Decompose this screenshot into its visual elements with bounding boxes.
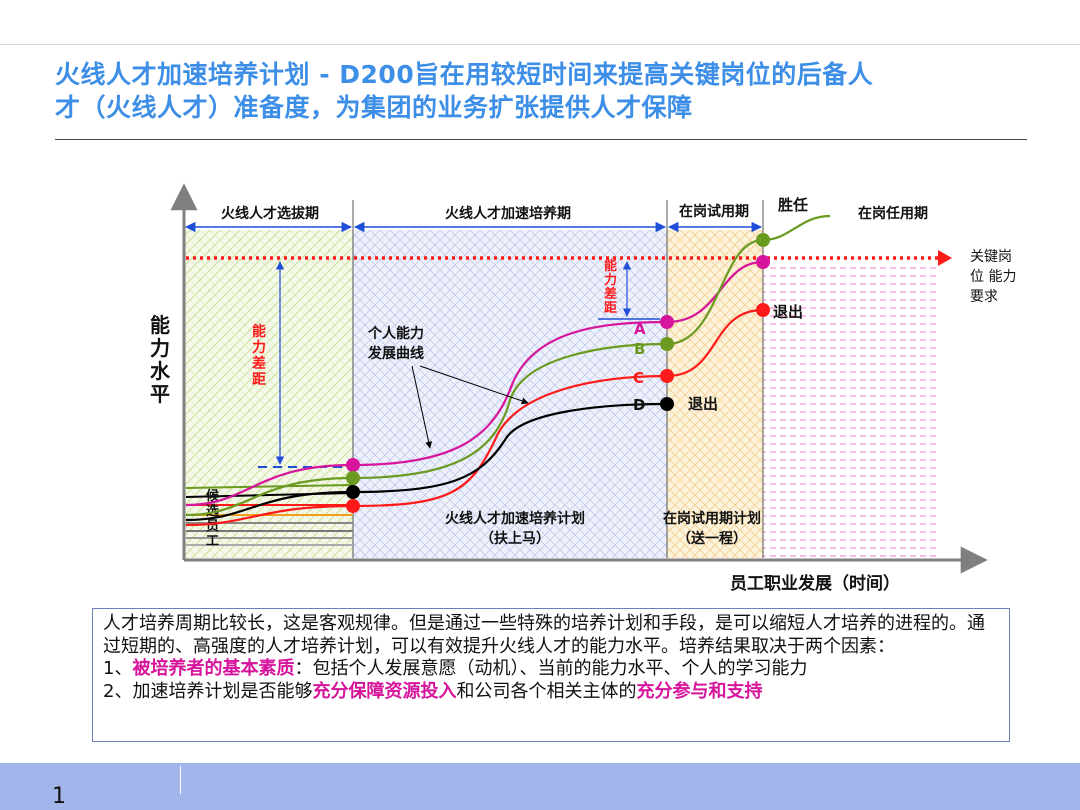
curve-d-trial-dot [660,397,674,411]
curve-a-trial-dot [660,315,674,329]
phase-label-trial: 在岗试用期 [679,203,749,220]
curve-pointer [419,365,529,405]
curve-b-competent-dot [756,233,770,247]
requirement-arrowhead [938,250,952,266]
phase-label-selection: 火线人才选拔期 [221,205,319,222]
curve-c-trial-dot [660,369,674,383]
curve-b-trial-dot [660,337,674,351]
curve-pointer [411,365,433,449]
curve-c-label: C [633,369,644,387]
plan2-subtitle: （送一程） [677,530,747,547]
requirement-label: 关键岗位 能力要求 [970,249,1016,305]
note-paragraph: 人才培养周期比较长，这是客观规律。但是通过一些特殊的培养计划和手段，是可以缩短人… [103,613,985,657]
trial-phase-area [667,230,763,558]
title-rule [55,139,1027,140]
curve-d-label: D [633,396,645,414]
plan2-title: 在岗试用期计划 [663,510,761,527]
exit-label-d: 退出 [688,395,718,413]
curve-label: 个人能力发展曲线 [367,325,424,362]
training-phase-area [353,230,667,558]
footer-tick [180,766,181,794]
candidates-label: 候选员工 [206,488,220,549]
curve-a-label: A [634,320,646,338]
curve-b-label: B [634,340,645,358]
note-factor-2-mid: 和公司各个相关主体的 [456,680,637,702]
competent-label: 胜任 [778,196,808,214]
plan1-subtitle: （扶上马） [480,530,550,547]
talent-development-diagram: 火线人才选拔期 火线人才加速培养期 在岗试用期 在岗任用期 胜任 关键岗位 能力… [150,183,1016,594]
note-factor-1: 1、被培养者的基本素质：包括个人发展意愿（动机）、当前的能力水平、个人的学习能力 [103,658,999,681]
page-number: 1 [52,784,66,809]
note-factor-2-prefix: 2、加速培养计划是否能够 [103,680,313,702]
curve-c [185,308,764,527]
note-factor-2: 2、加速培养计划是否能够充分保障资源投入和公司各个相关主体的充分参与和支持 [103,681,999,704]
note-factor-1-text: ：包括个人发展意愿（动机）、当前的能力水平、个人的学习能力 [294,658,808,679]
note-factor-2-highlight-2: 充分参与和支持 [636,680,763,702]
footer-bar [0,763,1080,810]
x-axis-label: 员工职业发展（时间） [730,573,900,594]
curve-a-start-dot [346,458,360,472]
curve-c-start-dot [346,499,360,513]
phase-label-appointment: 在岗任用期 [858,205,928,222]
title-line-1: 火线人才加速培养计划 - D200旨在用较短时间来提高关键岗位的后备人 [55,60,874,89]
note-factor-1-prefix: 1、 [103,658,133,679]
y-axis-label: 能力水平 [150,313,171,406]
ability-gap-label-trial: 能力差距 [604,258,617,316]
curve-d-start-dot [346,485,360,499]
ability-gap-label: 能力差距 [252,323,266,388]
plan1-title: 火线人才加速培养计划 [445,510,585,527]
note-factor-2-highlight-1: 充分保障资源投入 [312,680,457,702]
curve-c-exit-dot [756,303,770,317]
note-factor-1-highlight: 被培养者的基本素质 [132,658,295,679]
curve-b-start-dot [346,471,360,485]
top-divider [0,44,1080,45]
page-title: 火线人才加速培养计划 - D200旨在用较短时间来提高关键岗位的后备人 才（火线… [55,58,1045,124]
explanation-box: 人才培养周期比较长，这是客观规律。但是通过一些特殊的培养计划和手段，是可以缩短人… [92,608,1010,742]
appointment-phase-area [763,262,938,558]
phase-label-training: 火线人才加速培养期 [445,205,571,222]
exit-label-c: 退出 [773,303,803,321]
curve-a-competent-dot [756,255,770,269]
curve-d [185,402,668,522]
candidate-line [185,484,354,489]
title-line-2: 才（火线人才）准备度，为集团的业务扩张提供人才保障 [55,93,693,122]
curve-a [185,260,764,507]
